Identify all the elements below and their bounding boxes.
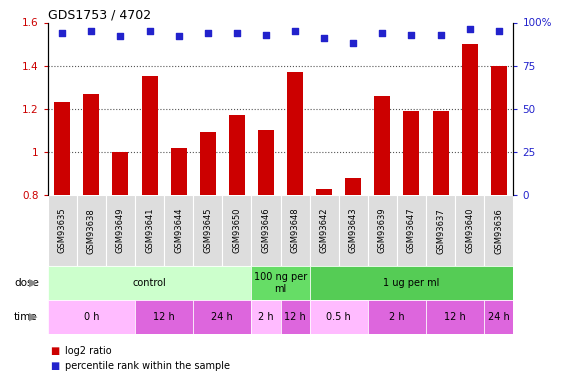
Point [494, 28, 503, 34]
Point [291, 28, 300, 34]
Bar [48, 266, 251, 300]
Bar [403, 111, 420, 195]
Bar [310, 266, 513, 300]
Point [378, 30, 387, 36]
Text: ▶: ▶ [29, 278, 38, 288]
Text: GSM93645: GSM93645 [203, 208, 212, 254]
Bar [141, 76, 158, 195]
Point [349, 40, 358, 46]
Text: ▶: ▶ [29, 312, 38, 322]
Bar [106, 195, 135, 266]
Bar [397, 195, 426, 266]
Text: GDS1753 / 4702: GDS1753 / 4702 [48, 8, 151, 21]
Point [407, 32, 416, 38]
Text: 2 h: 2 h [389, 312, 404, 322]
Bar [48, 300, 135, 334]
Text: GSM93637: GSM93637 [436, 208, 445, 254]
Bar [193, 300, 251, 334]
Text: 12 h: 12 h [153, 312, 175, 322]
Bar [251, 195, 280, 266]
Text: 12 h: 12 h [444, 312, 466, 322]
Bar [287, 72, 303, 195]
Text: GSM93638: GSM93638 [87, 208, 96, 254]
Bar [339, 195, 368, 266]
Bar [374, 96, 390, 195]
Text: ■: ■ [50, 346, 59, 355]
Text: 100 ng per
ml: 100 ng per ml [254, 272, 307, 294]
Text: control: control [132, 278, 167, 288]
Point [145, 28, 154, 34]
Bar [316, 189, 332, 195]
Text: dose: dose [14, 278, 39, 288]
Bar [77, 195, 106, 266]
Text: log2 ratio: log2 ratio [65, 346, 111, 355]
Bar [164, 195, 193, 266]
Point [261, 32, 270, 38]
Point [58, 30, 67, 36]
Point [232, 30, 241, 36]
Text: 0.5 h: 0.5 h [327, 312, 351, 322]
Text: GSM93644: GSM93644 [174, 208, 183, 254]
Point [174, 33, 183, 39]
Text: GSM93649: GSM93649 [116, 208, 125, 254]
Bar [368, 300, 426, 334]
Bar [310, 300, 368, 334]
Text: time: time [14, 312, 38, 322]
Text: GSM93648: GSM93648 [291, 208, 300, 254]
Bar [455, 195, 484, 266]
Text: GSM93650: GSM93650 [232, 208, 241, 254]
Bar [229, 115, 245, 195]
Bar [280, 300, 310, 334]
Text: GSM93642: GSM93642 [320, 208, 329, 254]
Bar [491, 66, 507, 195]
Point [203, 30, 212, 36]
Bar [484, 195, 513, 266]
Text: ■: ■ [50, 361, 59, 370]
Point [465, 26, 474, 32]
Text: GSM93643: GSM93643 [349, 208, 358, 254]
Bar [462, 44, 477, 195]
Bar [84, 94, 99, 195]
Bar [433, 111, 449, 195]
Text: GSM93641: GSM93641 [145, 208, 154, 254]
Text: GSM93635: GSM93635 [58, 208, 67, 254]
Point [436, 32, 445, 38]
Text: GSM93647: GSM93647 [407, 208, 416, 254]
Text: 0 h: 0 h [84, 312, 99, 322]
Bar [345, 178, 361, 195]
Bar [368, 195, 397, 266]
Bar [251, 300, 280, 334]
Bar [200, 132, 216, 195]
Bar [135, 300, 193, 334]
Text: 12 h: 12 h [284, 312, 306, 322]
Bar [112, 152, 128, 195]
Point [116, 33, 125, 39]
Bar [280, 195, 310, 266]
Point [320, 35, 329, 41]
Text: GSM93646: GSM93646 [261, 208, 270, 254]
Text: GSM93640: GSM93640 [465, 208, 474, 254]
Text: percentile rank within the sample: percentile rank within the sample [65, 361, 229, 370]
Point [87, 28, 96, 34]
Bar [426, 300, 484, 334]
Bar [54, 102, 70, 195]
Bar [222, 195, 251, 266]
Text: 24 h: 24 h [488, 312, 509, 322]
Bar [251, 266, 310, 300]
Bar [258, 130, 274, 195]
Bar [484, 300, 513, 334]
Text: 1 ug per ml: 1 ug per ml [383, 278, 440, 288]
Bar [193, 195, 222, 266]
Text: GSM93639: GSM93639 [378, 208, 387, 254]
Bar [135, 195, 164, 266]
Bar [310, 195, 339, 266]
Bar [426, 195, 455, 266]
Text: 24 h: 24 h [211, 312, 233, 322]
Text: 2 h: 2 h [258, 312, 274, 322]
Bar [171, 148, 187, 195]
Bar [48, 195, 77, 266]
Text: GSM93636: GSM93636 [494, 208, 503, 254]
